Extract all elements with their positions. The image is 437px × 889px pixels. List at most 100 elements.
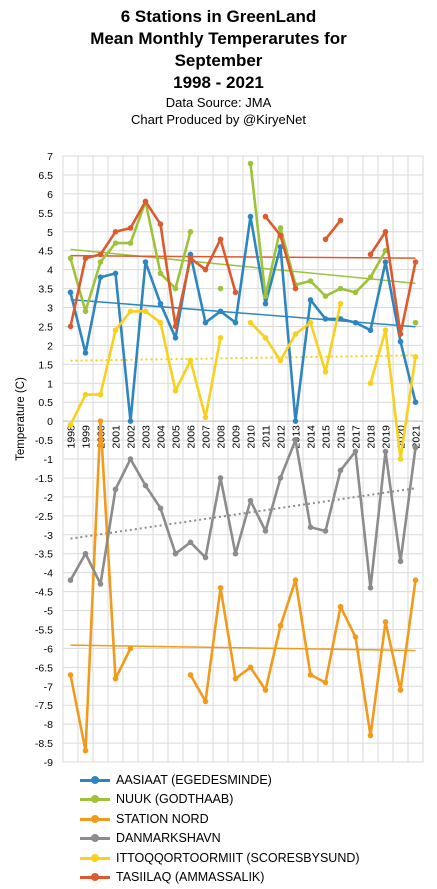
- legend-item: AASIAAT (EGEDESMINDE): [80, 770, 360, 790]
- y-tick-label: 0: [47, 416, 53, 428]
- y-tick-label: -8: [44, 719, 53, 731]
- data-point-1: [412, 319, 419, 326]
- data-point-5: [217, 236, 224, 243]
- data-point-0: [397, 338, 404, 345]
- data-point-3: [67, 577, 74, 583]
- data-point-1: [352, 289, 359, 296]
- data-point-0: [112, 270, 119, 277]
- chart-subtitle-line-2: Chart Produced by @KiryeNet: [130, 112, 307, 127]
- data-point-2: [412, 577, 419, 583]
- data-point-5: [157, 221, 164, 227]
- data-point-2: [382, 619, 389, 625]
- data-point-1: [157, 270, 164, 277]
- data-point-2: [232, 675, 239, 682]
- temperature-line-chart: -9 -8.5 -8 -7.5 -7 -6.5 -6 -5.5 -5 -4.5 -4 -3.5 -3 -2…: [15, 151, 424, 769]
- legend-swatch: [80, 852, 110, 864]
- data-point-3: [172, 550, 179, 557]
- data-point-3: [352, 448, 359, 455]
- y-tick-label: -7: [44, 681, 53, 693]
- data-point-5: [337, 217, 344, 224]
- data-point-3: [82, 550, 89, 557]
- legend-label: AASIAAT (EGEDESMINDE): [116, 772, 272, 787]
- data-point-2: [217, 584, 224, 591]
- data-point-0: [67, 289, 74, 296]
- legend-item: STATION NORD: [80, 809, 360, 829]
- data-point-4: [292, 331, 299, 337]
- data-point-0: [82, 350, 89, 356]
- y-axis-label: Temperature (C): [15, 377, 27, 461]
- y-tick-label: 3: [47, 303, 53, 315]
- data-point-4: [247, 319, 254, 326]
- x-tick-label: 2019: [381, 425, 393, 449]
- data-point-2: [202, 698, 209, 705]
- data-point-1: [262, 293, 269, 299]
- chart-title-block: 6 Stations in GreenLand Mean Monthly Tem…: [0, 6, 437, 128]
- data-point-1: [172, 285, 179, 292]
- data-point-1: [67, 255, 74, 262]
- data-point-5: [277, 232, 284, 239]
- data-point-2: [277, 622, 284, 629]
- legend-label: DANMARKSHAVN: [116, 831, 221, 846]
- data-point-4: [127, 308, 134, 315]
- y-tick-label: 1.5: [38, 359, 53, 371]
- data-point-0: [142, 259, 149, 265]
- data-point-4: [322, 369, 329, 375]
- data-point-1: [367, 274, 374, 281]
- data-point-0: [232, 319, 239, 326]
- y-tick-label: -6: [44, 643, 53, 655]
- data-point-3: [217, 475, 224, 481]
- series-line-3: [69, 438, 417, 590]
- data-point-3: [277, 475, 284, 481]
- y-tick-label: -1: [44, 454, 53, 466]
- data-point-0: [157, 300, 164, 307]
- data-point-1: [187, 228, 194, 235]
- x-tick-label: 2008: [216, 425, 228, 449]
- data-point-2: [127, 645, 134, 652]
- data-point-3: [307, 524, 314, 530]
- y-tick-label: -8.5: [35, 738, 53, 750]
- data-point-5: [322, 236, 329, 243]
- legend-swatch: [80, 871, 110, 883]
- data-point-2: [322, 679, 329, 686]
- data-point-4: [202, 414, 209, 421]
- data-point-0: [262, 300, 269, 307]
- data-point-2: [262, 687, 269, 693]
- data-point-4: [367, 380, 374, 387]
- data-point-0: [412, 399, 419, 405]
- data-point-5: [67, 323, 74, 330]
- data-point-4: [307, 319, 314, 326]
- y-tick-label: -4: [44, 568, 53, 580]
- data-point-1: [337, 285, 344, 292]
- x-tick-label: 1999: [81, 425, 93, 449]
- x-tick-label: 2009: [231, 425, 243, 449]
- y-tick-label: -4.5: [35, 587, 53, 599]
- data-point-3: [322, 528, 329, 534]
- data-point-3: [262, 528, 269, 534]
- y-tick-label: -2.5: [35, 511, 53, 523]
- data-point-5: [97, 251, 104, 258]
- data-point-2: [67, 672, 74, 678]
- data-point-5: [142, 198, 149, 205]
- data-point-1: [112, 240, 119, 246]
- data-point-5: [382, 228, 389, 235]
- x-tick-label: 2014: [306, 425, 318, 449]
- data-point-1: [307, 278, 314, 284]
- legend-swatch: [80, 793, 110, 805]
- data-point-4: [82, 391, 89, 398]
- data-point-2: [397, 687, 404, 693]
- x-tick-label: 2011: [261, 425, 273, 448]
- data-point-4: [187, 357, 194, 364]
- y-tick-label: 1: [47, 378, 53, 390]
- data-point-0: [172, 335, 179, 341]
- data-point-0: [127, 418, 134, 424]
- chart-title-line-1: 6 Stations in GreenLand: [120, 7, 317, 26]
- data-point-3: [112, 486, 119, 493]
- y-tick-label: 0.5: [38, 397, 53, 409]
- y-tick-label: 2: [47, 340, 53, 352]
- data-point-4: [262, 335, 269, 341]
- data-point-1: [82, 308, 89, 315]
- data-point-5: [112, 228, 119, 235]
- data-point-3: [247, 497, 254, 504]
- x-tick-label: 2003: [141, 425, 153, 449]
- data-point-0: [307, 297, 314, 303]
